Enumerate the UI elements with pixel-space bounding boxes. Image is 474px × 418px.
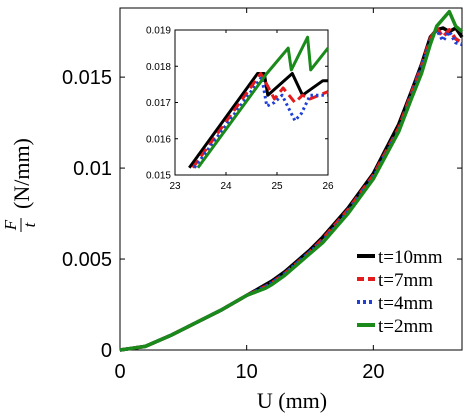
inset-x-tick-label: 24 [220,181,232,192]
inset-y-tick-label: 0.017 [146,98,171,109]
legend-label: t=2mm [378,316,433,337]
inset-y-tick-label: 0.019 [146,26,171,37]
y-axis-label: F t (N/mm) [1,138,39,232]
inset-series-line-t10mm [188,72,328,169]
y-axis-label-unit: (N/mm) [9,138,34,209]
main-y-tick-label: 0.005 [62,249,112,271]
main-y-tick-label: 0.01 [73,158,112,180]
main-series-group [119,9,464,352]
y-axis-label-denominator: t [20,221,39,227]
y-axis-label-numerator: F [1,219,20,231]
main-y-tick-label: 0.015 [62,67,112,89]
inset-series-group [188,35,330,169]
x-axis-label: U (mm) [257,388,327,413]
inset-series-line-t4mm [193,75,328,169]
inset-series-line-t2mm [196,35,330,169]
main-y-tick-label: 0 [101,340,112,362]
inset-y-tick-label: 0.018 [146,62,171,73]
legend-label: t=4mm [378,293,433,314]
inset-x-tick-label: 26 [322,181,334,192]
legend-label: t=7mm [378,270,433,291]
main-series-line-t2mm [119,9,464,352]
main-x-tick-label: 10 [236,361,258,383]
inset-x-tick-label: 25 [271,181,283,192]
inset-axis-ticks: 23 24 25 26 0.015 0.016 0.017 0.018 0.019 [146,26,334,193]
legend-label: t=10mm [378,247,443,268]
main-x-tick-label: 0 [114,361,125,383]
inset-x-tick-label: 23 [169,181,181,192]
main-x-tick-label: 20 [362,361,384,383]
inset-y-tick-label: 0.015 [146,171,171,182]
inset-y-tick-label: 0.016 [146,134,171,145]
main-axis-ticks: 0 10 20 0 0.005 0.01 0.015 [62,8,462,383]
